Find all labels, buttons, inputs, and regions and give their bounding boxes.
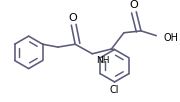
Text: O: O xyxy=(129,0,138,10)
Text: NH: NH xyxy=(96,56,110,65)
Text: O: O xyxy=(68,13,77,23)
Text: OH: OH xyxy=(164,33,179,43)
Text: Cl: Cl xyxy=(110,85,119,95)
